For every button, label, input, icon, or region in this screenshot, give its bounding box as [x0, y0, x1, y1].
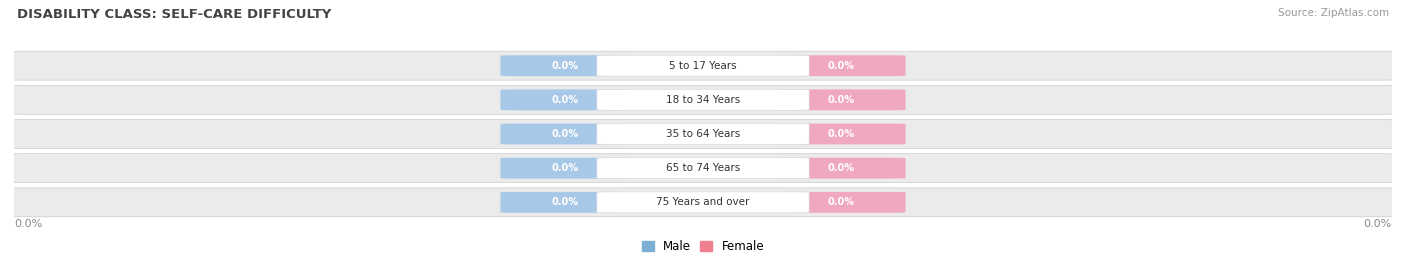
Text: 65 to 74 Years: 65 to 74 Years: [666, 163, 740, 173]
Text: 0.0%: 0.0%: [827, 95, 855, 105]
FancyBboxPatch shape: [598, 158, 808, 179]
Text: 0.0%: 0.0%: [551, 95, 579, 105]
FancyBboxPatch shape: [501, 55, 630, 76]
Text: 0.0%: 0.0%: [827, 129, 855, 139]
Text: 0.0%: 0.0%: [827, 163, 855, 173]
FancyBboxPatch shape: [776, 89, 905, 110]
Text: 0.0%: 0.0%: [551, 163, 579, 173]
Text: 0.0%: 0.0%: [551, 197, 579, 207]
Text: DISABILITY CLASS: SELF-CARE DIFFICULTY: DISABILITY CLASS: SELF-CARE DIFFICULTY: [17, 8, 332, 21]
Text: 0.0%: 0.0%: [827, 197, 855, 207]
FancyBboxPatch shape: [501, 124, 630, 144]
FancyBboxPatch shape: [501, 158, 630, 179]
FancyBboxPatch shape: [776, 124, 905, 144]
Text: Source: ZipAtlas.com: Source: ZipAtlas.com: [1278, 8, 1389, 18]
FancyBboxPatch shape: [776, 55, 905, 76]
Text: 5 to 17 Years: 5 to 17 Years: [669, 61, 737, 71]
Text: 18 to 34 Years: 18 to 34 Years: [666, 95, 740, 105]
FancyBboxPatch shape: [7, 51, 1399, 80]
FancyBboxPatch shape: [776, 158, 905, 179]
Text: 0.0%: 0.0%: [551, 61, 579, 71]
Legend: Male, Female: Male, Female: [637, 235, 769, 258]
FancyBboxPatch shape: [776, 192, 905, 213]
Text: 0.0%: 0.0%: [551, 129, 579, 139]
FancyBboxPatch shape: [501, 89, 630, 110]
FancyBboxPatch shape: [598, 124, 808, 144]
FancyBboxPatch shape: [7, 120, 1399, 148]
Text: 75 Years and over: 75 Years and over: [657, 197, 749, 207]
Text: 0.0%: 0.0%: [827, 61, 855, 71]
FancyBboxPatch shape: [598, 192, 808, 213]
Text: 35 to 64 Years: 35 to 64 Years: [666, 129, 740, 139]
FancyBboxPatch shape: [598, 89, 808, 110]
FancyBboxPatch shape: [7, 188, 1399, 217]
FancyBboxPatch shape: [501, 192, 630, 213]
FancyBboxPatch shape: [7, 85, 1399, 114]
Text: 0.0%: 0.0%: [1364, 219, 1392, 229]
FancyBboxPatch shape: [7, 154, 1399, 183]
Text: 0.0%: 0.0%: [14, 219, 42, 229]
FancyBboxPatch shape: [598, 55, 808, 76]
